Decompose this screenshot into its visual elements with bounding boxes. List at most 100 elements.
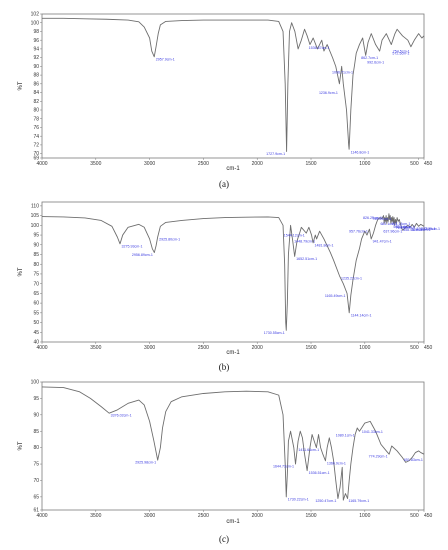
y-tick-label: 72 <box>33 143 39 149</box>
y-tick-label: 85 <box>33 252 39 258</box>
y-tick-label: 80 <box>33 262 39 268</box>
peak-annotation: 1536.67cm-1 <box>309 46 330 50</box>
peak-annotation: 3376.02cm-1 <box>111 414 132 418</box>
peak-annotation: 492.75cm-1 <box>421 227 440 231</box>
x-tick-label: 500 <box>410 161 419 167</box>
peak-annotation: 1448.79cm-1 <box>294 239 315 243</box>
x-tick-label: 2500 <box>198 345 209 351</box>
peak-annotation: 1481.8cm-1 <box>315 243 334 247</box>
y-tick-label: 78 <box>33 116 39 122</box>
y-tick-label: 61 <box>33 508 39 514</box>
spectrum-panel-b: 40 45 50 55 60 65 70 75 80 85 90 95 100 105 110 4000 350… <box>0 192 448 375</box>
y-tick-label: 100 <box>31 223 40 229</box>
y-axis-label: %T <box>18 267 24 276</box>
y-tick-label: 75 <box>33 462 39 468</box>
peak-annotation: 521.44cm-1 <box>396 225 415 229</box>
x-axis-label: cm-1 <box>226 519 240 525</box>
peak-annotation: 532.78cm-1 <box>417 227 436 231</box>
spectrum-line <box>41 213 425 331</box>
x-tick-label: 500 <box>410 345 419 351</box>
peak-annotation: 2925.80cm-1 <box>159 238 180 242</box>
y-axis-label: %T <box>18 81 24 90</box>
peak-annotation: 563.6cm-1 <box>393 225 410 229</box>
x-tick-label: 4000 <box>36 345 47 351</box>
x-tick-label: 3500 <box>90 513 101 519</box>
peak-annotation: 1411.64cm-1 <box>298 448 319 452</box>
x-tick-label: 3000 <box>144 161 155 167</box>
x-tick-label: 450 <box>424 345 433 351</box>
peak-annotation: 724.01cm-1 <box>396 226 415 230</box>
y-tick-label: 92 <box>33 55 39 61</box>
peak-annotation: 658.45cm-1 <box>403 228 422 232</box>
peak-annotation: 1096.71cm-1 <box>332 70 353 74</box>
peak-annotation: 1235.22cm-1 <box>341 276 362 280</box>
spectrum-line <box>41 386 425 501</box>
y-tick-label: 70 <box>33 151 39 157</box>
peak-annotation: 740.63cm-1 <box>372 217 391 221</box>
figure-caption: (c) <box>219 534 229 544</box>
peak-annotation: 2925.98cm-1 <box>135 461 156 465</box>
x-tick-label: 4000 <box>36 161 47 167</box>
plot-frame <box>41 381 425 511</box>
y-tick-label: 102 <box>31 12 40 18</box>
y-tick-label: 50 <box>33 320 39 326</box>
x-tick-label: 1000 <box>359 345 370 351</box>
x-tick-label: 3500 <box>90 161 101 167</box>
x-tick-label: 4000 <box>36 513 47 519</box>
y-tick-label: 100 <box>31 20 40 26</box>
y-tick-label: 75 <box>33 272 39 278</box>
y-tick-label: 88 <box>33 73 39 79</box>
y-tick-label: 95 <box>33 396 39 402</box>
y-tick-label: 110 <box>31 203 39 209</box>
y-tick-label: 94 <box>33 47 39 53</box>
y-tick-label: 65 <box>33 494 39 500</box>
peak-annotation: 1366.9cm-1 <box>327 461 346 465</box>
y-tick-label: 65 <box>33 291 39 297</box>
peak-annotation: 1652.51cm-1 <box>296 257 317 261</box>
y-tick-label: 105 <box>31 213 40 219</box>
y-tick-label: 90 <box>33 412 39 418</box>
figure-caption: (b) <box>219 362 230 372</box>
plot-frame <box>41 201 425 343</box>
peak-annotation: 1250.47cm-1 <box>315 499 336 503</box>
peak-annotation: 826.25cm-1 <box>363 216 382 220</box>
peak-annotation: 572.5cm-1 <box>392 52 409 56</box>
x-tick-label: 1500 <box>305 345 316 351</box>
y-tick-label: 98 <box>33 29 39 35</box>
y-tick-label: 40 <box>33 340 39 346</box>
peak-annotation: 1644.73cm-1 <box>273 465 294 469</box>
y-tick-label: 76 <box>33 125 39 131</box>
x-tick-label: 3000 <box>144 345 155 351</box>
peak-annotation: 1080.1cm-1 <box>336 433 355 437</box>
peak-annotation: 774.29cm-1 <box>369 455 388 459</box>
peak-annotation: 1730.22cm-1 <box>288 497 309 501</box>
x-tick-label: 1500 <box>305 161 316 167</box>
peak-annotation: 992.6cm-1 <box>367 60 384 64</box>
plot-frame <box>41 13 425 159</box>
y-tick-label: 70 <box>33 478 39 484</box>
x-axis-label: cm-1 <box>226 350 240 356</box>
peak-annotation: 683.1cm-1 <box>380 222 397 226</box>
peak-annotation: 1730.55cm-1 <box>264 331 285 335</box>
y-tick-label: 86 <box>33 81 39 87</box>
peak-annotation: 1165.79cm-1 <box>349 499 370 503</box>
y-tick-label: 45 <box>33 330 39 336</box>
y-tick-label: 70 <box>33 281 39 287</box>
y-tick-label: 69 <box>33 156 39 162</box>
peak-annotation: 3275.93cm-1 <box>122 244 143 248</box>
x-tick-label: 3000 <box>144 513 155 519</box>
x-tick-label: 2000 <box>252 513 263 519</box>
y-tick-label: 90 <box>33 64 39 70</box>
x-tick-label: 450 <box>424 513 433 519</box>
peak-annotation: 1536.51cm-1 <box>309 471 330 475</box>
figure-caption: (a) <box>219 179 229 189</box>
x-tick-label: 2000 <box>252 161 263 167</box>
spectrum-panel-c: 61 65 70 75 80 85 90 95 100 4000 3500 3000 2500 2000 1… <box>0 375 448 550</box>
y-tick-label: 95 <box>33 233 39 239</box>
spectrum-line <box>42 17 425 152</box>
peak-annotation: 2956.89cm-1 <box>132 253 153 257</box>
x-tick-label: 2500 <box>198 161 209 167</box>
peak-annotation: 1041.33cm-1 <box>362 430 383 434</box>
y-axis-label: %T <box>18 441 24 450</box>
